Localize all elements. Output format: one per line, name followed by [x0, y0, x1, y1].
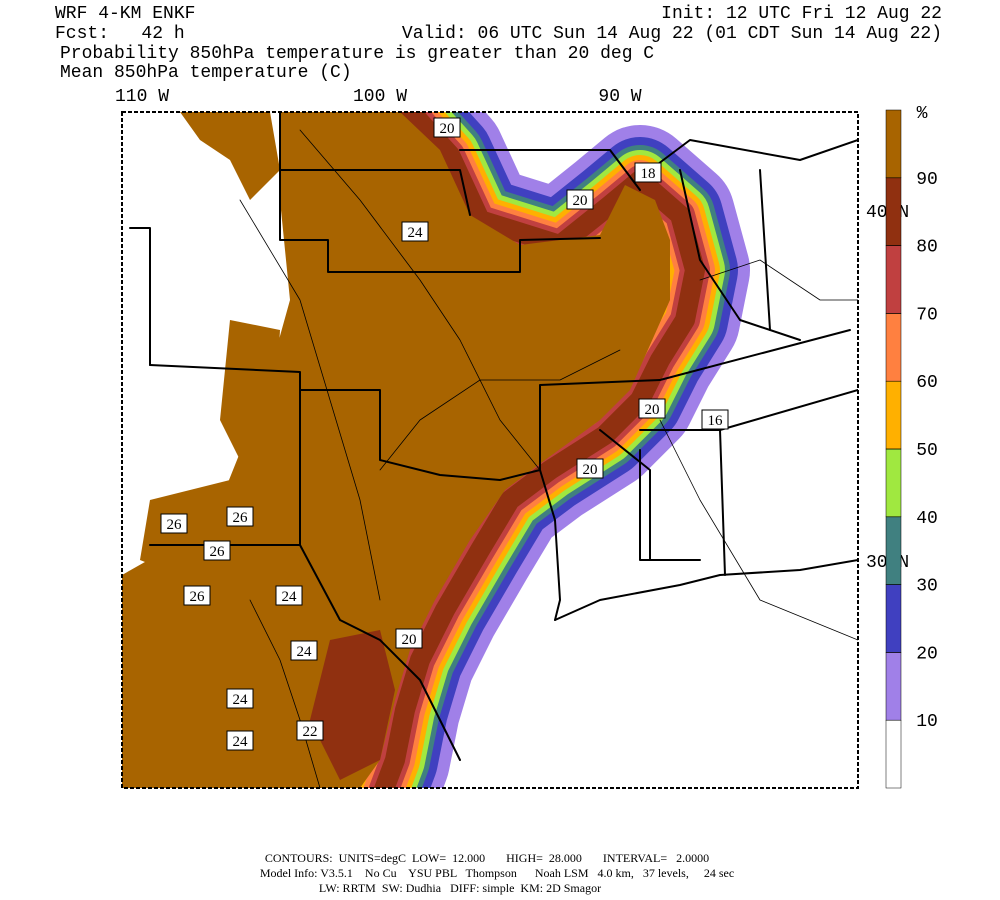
contour-label-box: [183, 585, 211, 606]
colorbar-swatch: [885, 584, 902, 653]
colorbar-label: 70: [916, 305, 938, 325]
longitude-label: 110 W: [115, 87, 169, 107]
contour-label: 26: [167, 517, 183, 533]
contour-label-box: [226, 688, 254, 709]
contour-label: 16: [708, 413, 724, 429]
contour-label: 20: [573, 193, 588, 209]
colorbar-label: 30: [916, 577, 938, 597]
map-area: 20 18 20 24 20 16 20 26 26 26 26 24 20 24 24 22 24: [121, 111, 859, 789]
colorbar-swatch: [885, 652, 902, 721]
contour-label-box: [701, 409, 729, 430]
contour-label-box: [638, 398, 666, 419]
contour-label-box: [226, 506, 254, 527]
colorbar-swatch: [885, 109, 902, 179]
colorbar-label: 60: [916, 373, 938, 393]
colorbar-label: 20: [916, 644, 938, 664]
contour-label-box: [433, 117, 461, 138]
colorbar-label: 40: [916, 509, 938, 529]
contour-label: 18: [641, 166, 656, 182]
field-title: Probability 850hPa temperature is greate…: [60, 44, 654, 64]
contour-label: 24: [233, 692, 249, 708]
contour-label-box: [275, 585, 303, 606]
contour-label: 26: [190, 589, 206, 605]
contour-label: 20: [440, 121, 455, 137]
contour-label-box: [290, 640, 318, 661]
colorbar-swatch: [885, 313, 902, 382]
colorbar-label: 80: [916, 238, 938, 258]
longitude-label: 100 W: [353, 87, 407, 107]
footer-physics: LW: RRTM SW: Dudhia DIFF: simple KM: 2D …: [319, 881, 601, 895]
colorbar-swatch: [885, 448, 902, 518]
contour-label: 24: [282, 589, 298, 605]
contour-label: 24: [408, 225, 424, 241]
footer-model-info: Model Info: V3.5.1 No Cu YSU PBL Thompso…: [260, 866, 734, 880]
colorbar-swatch: [885, 516, 902, 585]
contour-label-box: [576, 458, 604, 479]
contour-label: 24: [297, 644, 313, 660]
contour-label-box: [395, 628, 423, 649]
contour-label-box: [566, 189, 594, 210]
contour-label: 26: [233, 510, 249, 526]
footer-contours: CONTOURS: UNITS=degC LOW= 12.000 HIGH= 2…: [265, 851, 709, 865]
colorbar-label: 50: [916, 441, 938, 461]
colorbar-label: 90: [916, 170, 938, 190]
contour-label-box: [401, 221, 429, 242]
model-name: WRF 4-KM ENKF: [55, 4, 195, 24]
colorbar-swatch: [885, 380, 902, 450]
map-frame: [121, 111, 859, 789]
contour-label-box: [296, 720, 324, 741]
colorbar-unit: %: [917, 104, 928, 124]
contour-label: 26: [210, 544, 226, 560]
contour-label-box: [160, 513, 188, 534]
contour-label: 22: [303, 724, 318, 740]
contour-label: 20: [583, 462, 598, 478]
colorbar: % 10 20 30 40 50 60 70 80 90: [885, 104, 938, 789]
colorbar-label: 10: [916, 712, 938, 732]
init-time: Init: 12 UTC Fri 12 Aug 22: [661, 4, 942, 24]
contour-label: 20: [645, 402, 660, 418]
contour-label-box: [226, 730, 254, 751]
longitude-label: 90 W: [598, 87, 641, 107]
colorbar-swatch: [885, 177, 902, 246]
colorbar-swatch: [885, 245, 902, 314]
contour-title: Mean 850hPa temperature (C): [60, 63, 352, 83]
forecast-hour: Fcst: 42 h: [55, 24, 185, 44]
contour-label-box: [203, 540, 231, 561]
contour-label-box: [634, 162, 662, 183]
valid-time: Valid: 06 UTC Sun 14 Aug 22 (01 CDT Sun …: [402, 24, 942, 44]
colorbar-swatch: [885, 719, 902, 789]
contour-label: 20: [402, 632, 417, 648]
contour-label: 24: [233, 734, 249, 750]
